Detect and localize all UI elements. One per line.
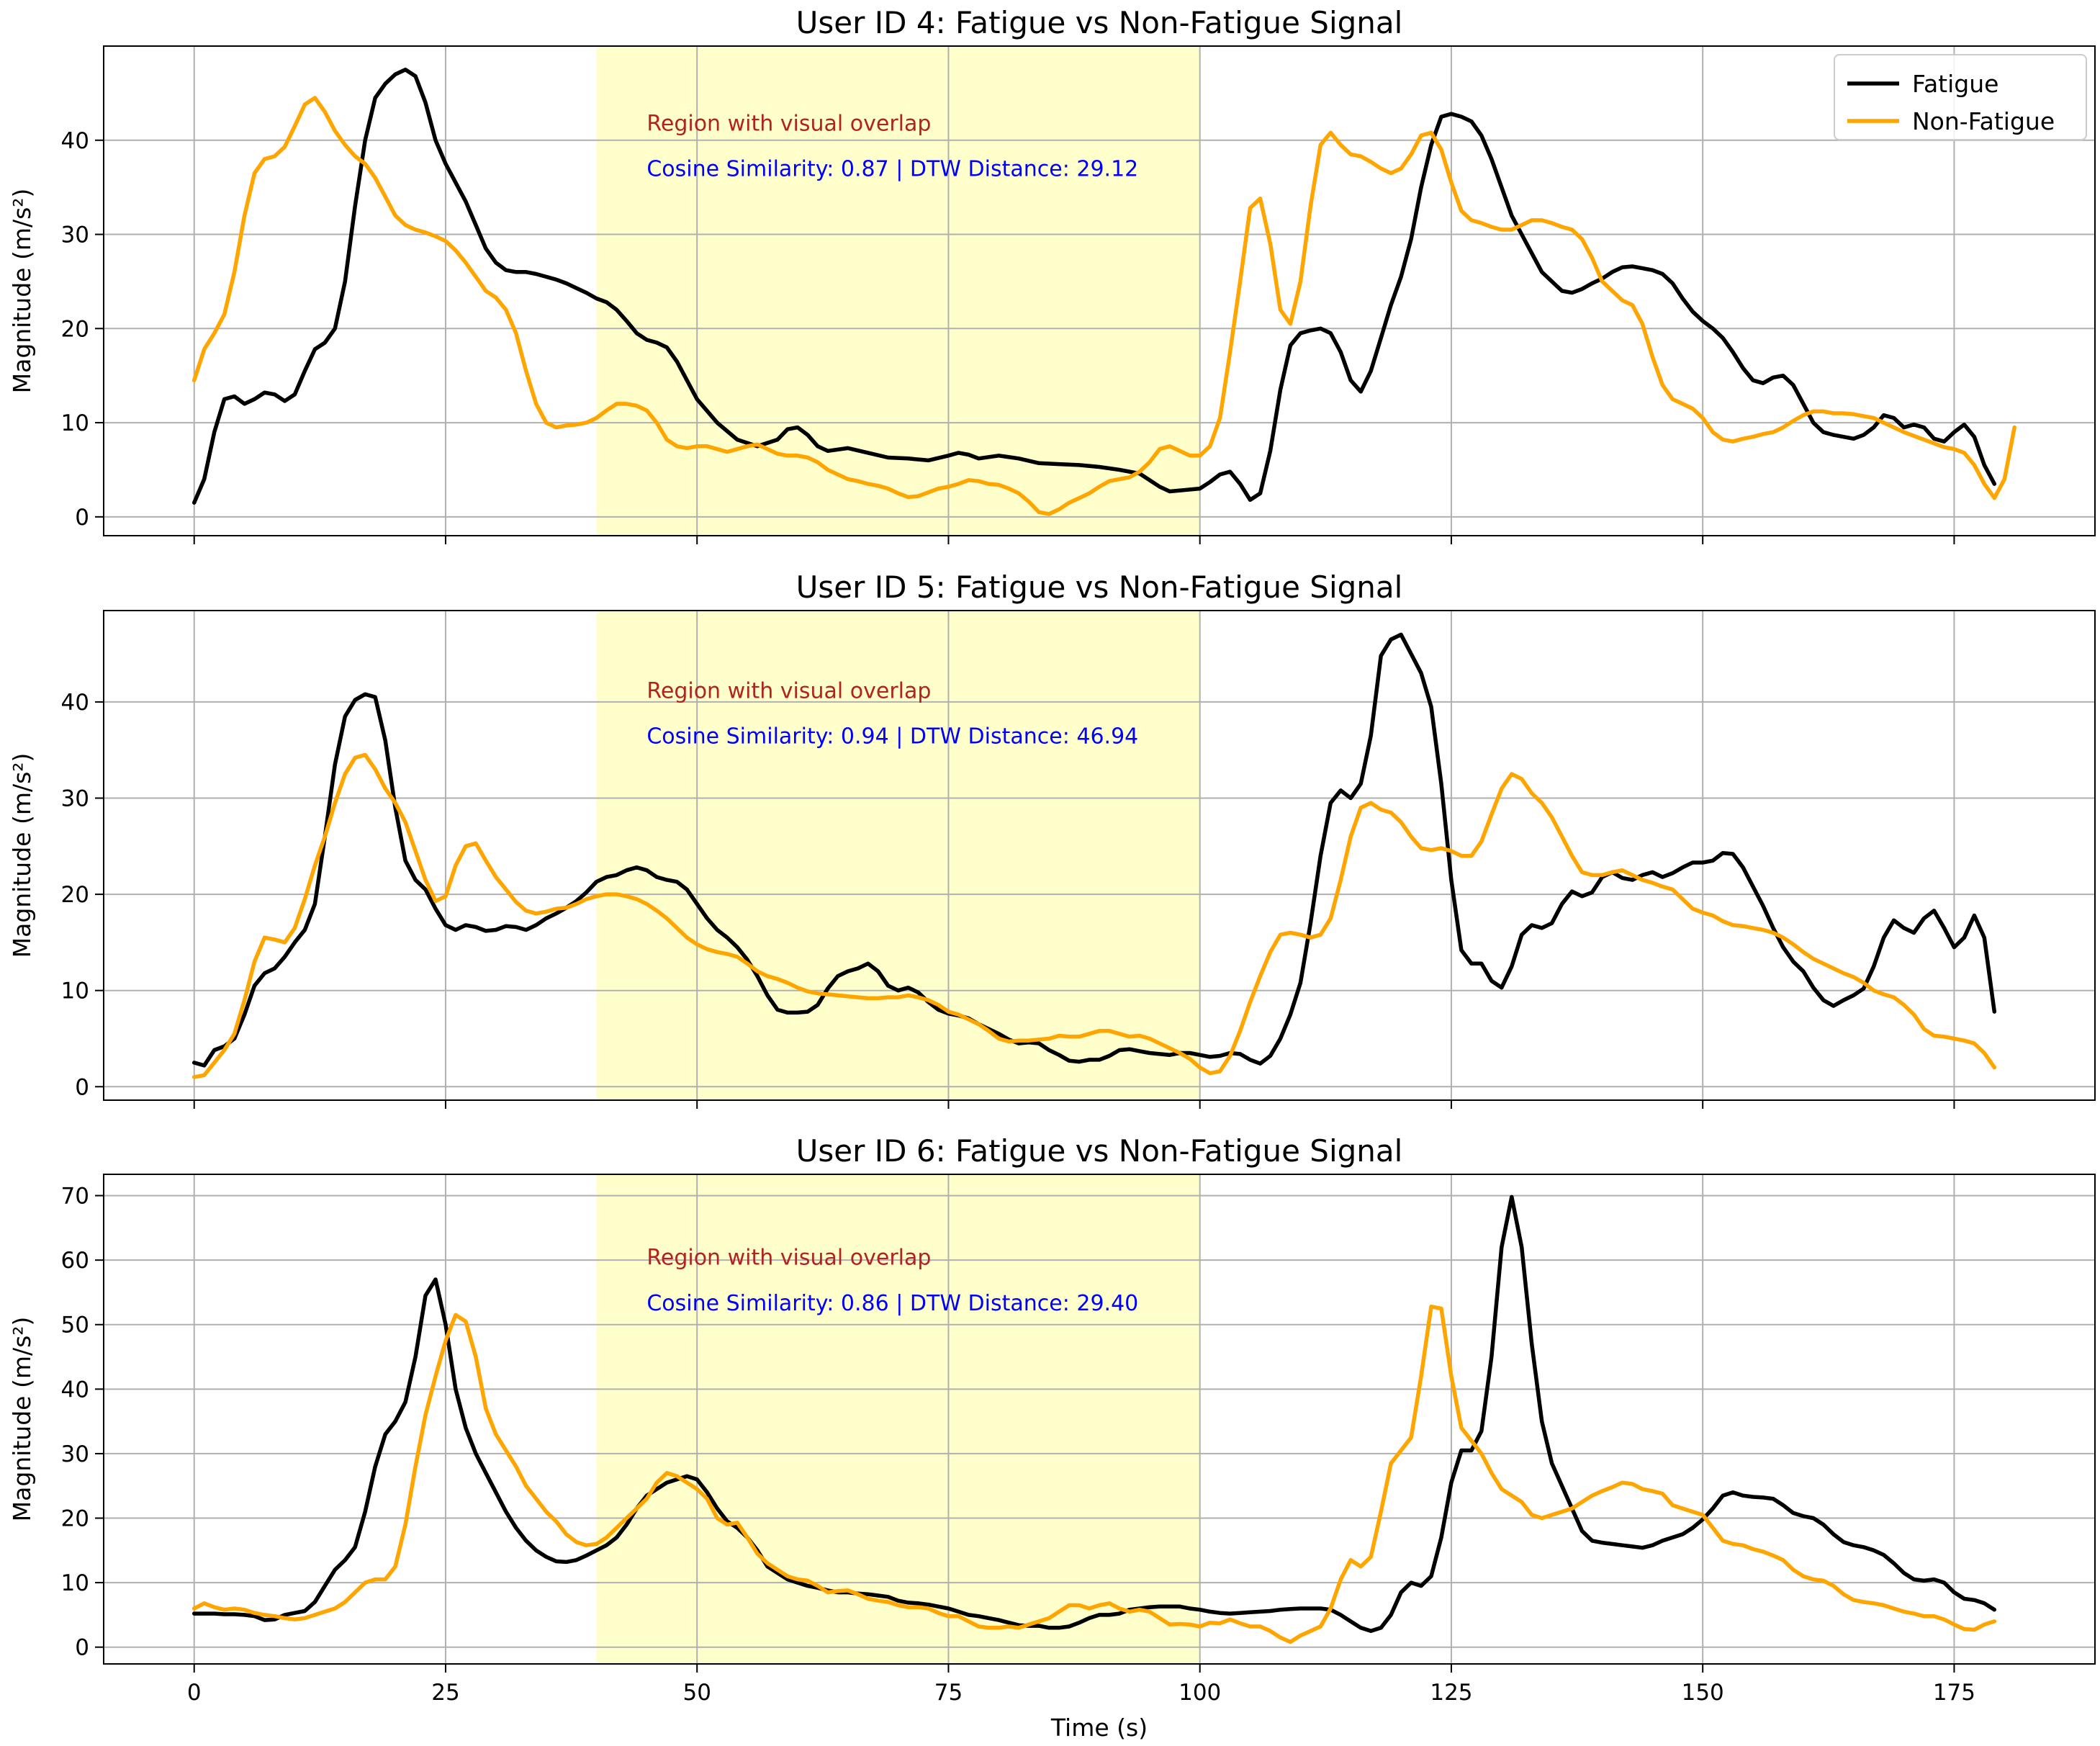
y-tick-label: 10 <box>61 410 89 436</box>
y-tick-label: 0 <box>75 505 89 531</box>
y-tick-label: 30 <box>61 1441 89 1467</box>
x-tick-label: 25 <box>431 1680 459 1706</box>
x-tick-label: 175 <box>1933 1680 1975 1706</box>
y-tick-label: 40 <box>61 1377 89 1403</box>
axes-frame <box>103 1174 2096 1665</box>
series-line-non-fatigue <box>191 752 1997 1079</box>
x-axis-label: Time (s) <box>1050 1714 1148 1742</box>
subplot-3: 0 10 20 30 40 50 60 70 0 25 50 75 100 125 150 175 User I… <box>8 1133 2096 1742</box>
subplot-title: User ID 4: Fatigue vs Non-Fatigue Signal <box>796 5 1403 40</box>
y-tick-label: 70 <box>61 1184 89 1210</box>
y-tick-label: 60 <box>61 1248 89 1274</box>
y-tick-label: 0 <box>75 1074 89 1100</box>
series-line-non-fatigue <box>191 1304 1997 1644</box>
axes-frame <box>103 45 2096 536</box>
annotation-similarity-text: Cosine Similarity: 0.86 | DTW Distance: … <box>646 1291 1138 1316</box>
subplot-1: 0 10 20 30 40 User ID 4: Fatigue vs Non-Fatig… <box>8 5 2096 544</box>
y-tick-label: 40 <box>61 128 89 154</box>
series-line-fatigue <box>191 1194 1997 1634</box>
y-tick-label: 20 <box>61 1506 89 1532</box>
subplot-title: User ID 6: Fatigue vs Non-Fatigue Signal <box>796 1133 1403 1169</box>
y-axis-label: Magnitude (m/s²) <box>8 189 36 394</box>
y-tick-label: 50 <box>61 1313 89 1338</box>
annotation-similarity-text: Cosine Similarity: 0.94 | DTW Distance: … <box>646 724 1138 749</box>
legend-label: Non-Fatigue <box>1912 107 2055 135</box>
x-tick-label: 125 <box>1430 1680 1472 1706</box>
series-line-non-fatigue <box>191 96 2016 516</box>
y-axis-label: Magnitude (m/s²) <box>8 753 36 958</box>
y-tick-label: 20 <box>61 882 89 908</box>
subplot-title: User ID 5: Fatigue vs Non-Fatigue Signal <box>796 570 1403 605</box>
y-tick-label: 30 <box>61 786 89 812</box>
axes-frame <box>103 610 2096 1101</box>
subplot-2: 0 10 20 30 40 User ID 5: Fatigue vs Non-Fatig… <box>8 570 2096 1109</box>
x-tick-label: 50 <box>682 1680 711 1706</box>
annotation-similarity-text: Cosine Similarity: 0.87 | DTW Distance: … <box>646 156 1138 181</box>
y-tick-label: 10 <box>61 1570 89 1596</box>
series-line-fatigue <box>191 67 1997 505</box>
x-tick-label: 100 <box>1179 1680 1221 1706</box>
series-line-fatigue <box>191 632 1997 1068</box>
x-tick-label: 75 <box>934 1680 963 1706</box>
legend-label: Fatigue <box>1912 70 1998 98</box>
annotation-region-text: Region with visual overlap <box>646 1245 931 1270</box>
legend-box <box>1834 54 2087 140</box>
x-tick-label: 150 <box>1682 1680 1724 1706</box>
y-tick-label: 30 <box>61 222 89 248</box>
y-tick-label: 10 <box>61 978 89 1004</box>
y-axis-label: Magnitude (m/s²) <box>8 1317 36 1522</box>
y-tick-label: 20 <box>61 316 89 342</box>
y-tick-label: 40 <box>61 690 89 716</box>
annotation-region-text: Region with visual overlap <box>646 679 931 704</box>
y-tick-label: 0 <box>75 1635 89 1661</box>
legend: Fatigue Non-Fatigue <box>1834 54 2087 140</box>
annotation-region-text: Region with visual overlap <box>646 112 931 137</box>
x-tick-label: 0 <box>187 1680 202 1706</box>
